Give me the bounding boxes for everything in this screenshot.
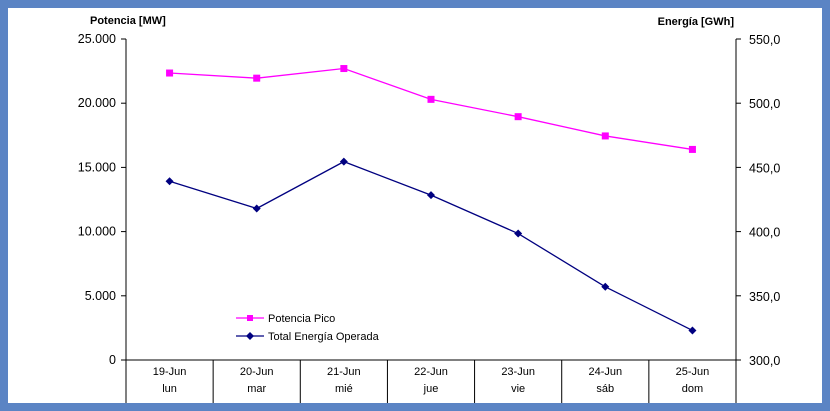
category-day-label: mié (335, 383, 353, 395)
category-day-label: vie (511, 383, 525, 395)
category-date-label: 21-Jun (327, 366, 361, 378)
legend-marker-potencia (247, 315, 253, 321)
data-point-potencia (427, 95, 435, 103)
series-line-0 (169, 67, 693, 151)
data-point-potencia (688, 145, 696, 153)
data-point-potencia (253, 74, 261, 82)
right-tick-label: 300,0 (749, 354, 780, 368)
data-point-energia (252, 204, 261, 213)
category-date-label: 24-Jun (588, 366, 622, 378)
category-date-label: 20-Jun (240, 366, 274, 378)
data-point-energia (427, 191, 435, 200)
category-day-label: jue (423, 383, 439, 395)
left-tick-label: 0 (109, 353, 116, 367)
chart-canvas: Potencia [MW] Energía [GWh] 0 5.000 10.000… (78, 15, 780, 403)
category-day-label: mar (247, 383, 266, 395)
left-tick-label: 10.000 (78, 225, 116, 239)
data-point-energia (165, 177, 174, 186)
data-point-energia (688, 326, 697, 335)
data-point-energia (514, 229, 523, 238)
category-date-label: 22-Jun (414, 366, 448, 378)
data-point-energia (339, 157, 348, 166)
data-point-potencia (601, 132, 609, 140)
left-tick-label: 20.000 (78, 96, 116, 110)
legend-marker-energia (246, 332, 254, 340)
data-point-potencia (340, 65, 348, 73)
legend-label-potencia: Potencia Pico (268, 313, 335, 325)
category-date-label: 19-Jun (153, 366, 187, 378)
right-tick-label: 350,0 (749, 290, 780, 304)
category-day-label: lun (162, 383, 177, 395)
series-line-1 (169, 160, 693, 332)
right-axis-title: Energía [GWh] (658, 16, 735, 28)
legend-label-energia: Total Energía Operada (268, 331, 380, 343)
right-tick-label: 400,0 (749, 226, 780, 240)
chart-frame: Potencia [MW] Energía [GWh] 0 5.000 10.000… (8, 8, 822, 403)
category-date-label: 23-Jun (501, 366, 535, 378)
right-tick-label: 550,0 (749, 33, 780, 47)
right-tick-label: 450,0 (749, 161, 780, 175)
left-tick-label: 15.000 (78, 160, 116, 174)
legend: Potencia Pico Total Energía Operada (236, 313, 380, 343)
category-day-label: sáb (596, 383, 614, 395)
data-point-potencia (514, 113, 522, 121)
right-tick-label: 500,0 (749, 97, 780, 111)
data-point-energia (601, 282, 610, 291)
series-layer (165, 65, 697, 335)
category-date-label: 25-Jun (676, 366, 710, 378)
left-tick-label: 5.000 (85, 289, 116, 303)
left-axis-title: Potencia [MW] (90, 15, 166, 27)
data-point-potencia (166, 69, 174, 77)
axes: 0 5.000 10.000 15.000 20.000 25.000 300,0 350,0… (78, 32, 780, 403)
category-day-label: dom (682, 383, 703, 395)
left-tick-label: 25.000 (78, 32, 116, 46)
